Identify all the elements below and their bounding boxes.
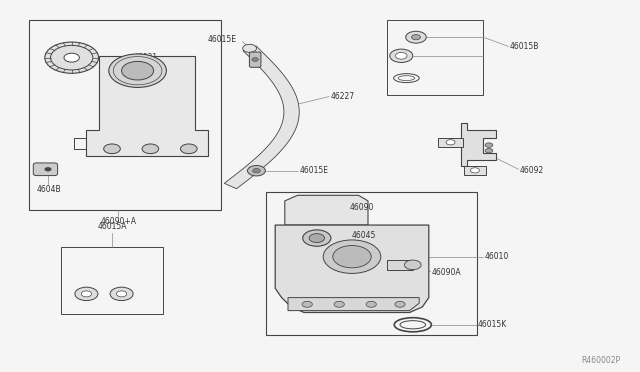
Polygon shape: [461, 123, 496, 166]
Circle shape: [323, 240, 381, 273]
Polygon shape: [275, 225, 429, 312]
Circle shape: [253, 169, 260, 173]
Bar: [464, 166, 486, 175]
Circle shape: [485, 148, 493, 153]
Circle shape: [333, 246, 371, 268]
Text: 46015K: 46015K: [478, 320, 508, 329]
Circle shape: [142, 144, 159, 154]
Circle shape: [243, 44, 257, 52]
Circle shape: [252, 58, 259, 61]
Text: 46092: 46092: [520, 166, 544, 174]
Polygon shape: [86, 56, 208, 156]
Circle shape: [180, 144, 197, 154]
Circle shape: [64, 53, 79, 62]
Text: 4604B: 4604B: [36, 185, 61, 194]
Text: 46010: 46010: [484, 252, 509, 261]
Circle shape: [45, 42, 99, 73]
Circle shape: [366, 301, 376, 307]
Circle shape: [45, 167, 51, 171]
Text: 46090+A: 46090+A: [100, 217, 136, 226]
Bar: [387, 20, 483, 95]
Text: R460002P: R460002P: [582, 356, 621, 365]
Circle shape: [51, 45, 93, 70]
Circle shape: [470, 168, 479, 173]
Circle shape: [81, 291, 92, 297]
Text: 46227: 46227: [330, 92, 355, 101]
Circle shape: [406, 31, 426, 43]
Circle shape: [248, 166, 266, 176]
Circle shape: [395, 301, 405, 307]
Polygon shape: [224, 46, 300, 189]
Circle shape: [302, 301, 312, 307]
Circle shape: [404, 260, 421, 270]
Circle shape: [110, 287, 133, 301]
Text: 46015E: 46015E: [300, 166, 328, 175]
Circle shape: [303, 230, 331, 246]
FancyBboxPatch shape: [33, 163, 58, 176]
FancyBboxPatch shape: [250, 52, 261, 67]
Circle shape: [485, 143, 493, 147]
Bar: [266, 192, 477, 335]
Circle shape: [116, 291, 127, 297]
Circle shape: [122, 61, 154, 80]
Polygon shape: [285, 195, 368, 225]
Circle shape: [446, 140, 455, 145]
Circle shape: [104, 144, 120, 154]
Text: 46090: 46090: [350, 203, 374, 212]
Bar: [438, 138, 463, 147]
Circle shape: [396, 52, 407, 59]
Text: 46045: 46045: [352, 231, 376, 240]
Circle shape: [75, 287, 98, 301]
Circle shape: [309, 234, 324, 243]
Bar: [29, 20, 221, 210]
Circle shape: [109, 54, 166, 87]
Bar: [387, 260, 413, 270]
Text: 46015A: 46015A: [97, 222, 127, 231]
Text: 46090A: 46090A: [432, 268, 461, 277]
Circle shape: [390, 49, 413, 62]
Bar: [61, 247, 163, 314]
Polygon shape: [288, 298, 419, 311]
Circle shape: [412, 35, 420, 40]
Text: 46021: 46021: [134, 53, 158, 62]
Text: 46015B: 46015B: [510, 42, 540, 51]
Circle shape: [334, 301, 344, 307]
Text: 46015E: 46015E: [207, 35, 236, 44]
